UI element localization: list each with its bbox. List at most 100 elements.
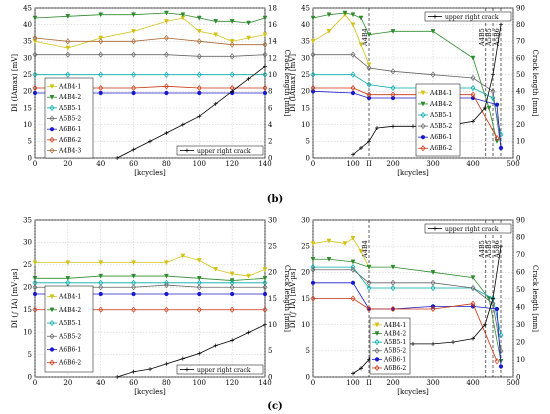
- data-point: [262, 32, 268, 38]
- y-right-tick-label: 16: [268, 21, 277, 29]
- data-point: [262, 291, 268, 297]
- series-A6B6-1: [310, 280, 504, 369]
- legend-label: A5B5-1: [383, 339, 406, 346]
- data-point: [98, 306, 104, 313]
- legend-marker: [49, 307, 55, 313]
- crack-point: [351, 152, 355, 157]
- data-point: [65, 71, 71, 78]
- y-left-tick-label: 25: [301, 242, 310, 250]
- y-left-tick-label: 15: [23, 306, 32, 314]
- data-point: [494, 139, 500, 144]
- data-point: [310, 257, 316, 262]
- crack-line: [116, 66, 266, 159]
- data-point: [65, 45, 71, 51]
- crack-point: [246, 76, 251, 81]
- data-point: [98, 284, 104, 291]
- legend-label: A6B6-2: [429, 145, 452, 152]
- data-point: [164, 10, 169, 16]
- x-axis-label: [kcycles]: [397, 169, 429, 177]
- data-point: [131, 306, 137, 313]
- y-left-tick-label: 30: [301, 54, 310, 62]
- y-right-tick-label: 20: [268, 269, 277, 277]
- crack-point: [115, 375, 120, 379]
- legend-marker: [420, 123, 426, 130]
- data-point: [32, 276, 38, 281]
- crack-point: [351, 371, 355, 376]
- annotation-label: A4B4: [361, 28, 369, 47]
- data-point: [163, 281, 169, 289]
- legend-label: A5B5-1: [58, 320, 81, 327]
- data-point: [98, 51, 104, 58]
- legend-marker: [420, 90, 426, 96]
- y-right-tick-label: 50: [516, 286, 525, 294]
- data-point: [229, 41, 235, 48]
- y-left-tick-label: 0: [28, 154, 32, 162]
- data-point: [470, 300, 476, 307]
- data-point: [163, 83, 169, 90]
- chart-panel-c-left: 0 5 10 15 20 25 30 35 0 5 10 15 20 25 30 0 20 40 60 80 100 12…: [11, 216, 291, 396]
- data-point: [390, 29, 396, 34]
- data-point: [430, 305, 436, 313]
- x-tick-label: 400: [466, 379, 479, 387]
- crack-point: [180, 356, 185, 361]
- data-point: [131, 90, 136, 96]
- series-A4B4-2: [32, 10, 268, 26]
- data-point: [229, 19, 235, 24]
- series-line: [312, 14, 370, 65]
- data-point: [213, 267, 219, 272]
- data-point: [350, 71, 356, 78]
- crack-point: [230, 89, 235, 94]
- y-right-tick-label: 8: [268, 88, 272, 96]
- data-point: [262, 15, 268, 21]
- series-line: [313, 269, 502, 351]
- data-point: [350, 295, 356, 302]
- y-right-tick-label: 40: [516, 88, 525, 96]
- data-point: [342, 241, 348, 247]
- y-left-tick-label: 20: [301, 269, 310, 277]
- legend-marker: [420, 101, 426, 107]
- crack-point: [499, 244, 503, 249]
- crack-point: [375, 126, 379, 130]
- data-point: [32, 306, 38, 313]
- data-point: [164, 291, 169, 297]
- series-A6B6-2: [310, 84, 500, 142]
- data-point: [326, 12, 332, 18]
- data-point: [390, 305, 396, 313]
- data-point: [494, 134, 500, 142]
- data-point: [486, 105, 492, 111]
- data-point: [310, 51, 316, 58]
- series-line: [35, 275, 266, 281]
- crack-legend-box: [176, 364, 264, 375]
- data-point: [310, 295, 316, 302]
- y-left-tick-label: 10: [301, 121, 310, 129]
- x-tick-label: 140: [258, 379, 271, 387]
- data-point: [350, 266, 356, 273]
- crack-point: [491, 296, 495, 301]
- y-left-tick-label: 45: [23, 4, 32, 12]
- y-right-axis-label: Crack length [mm]: [531, 265, 539, 332]
- chart-panel-b-left: 0 5 10 15 20 25 30 35 40 45 0 2 4 6 8 10 12 14 16 18 0 20 40 60…: [11, 4, 291, 177]
- crack-point: [197, 114, 202, 119]
- y-right-tick-label: 18: [268, 4, 277, 12]
- data-point: [326, 257, 332, 262]
- y-right-tick-label: 70: [516, 38, 525, 46]
- y-left-tick-label: 20: [23, 284, 32, 292]
- data-point: [430, 284, 436, 292]
- data-point: [131, 12, 136, 18]
- x-tick-label-II: II: [366, 379, 372, 387]
- y-right-tick-label: 10: [516, 138, 525, 146]
- legend-marker: [49, 136, 55, 143]
- data-point: [430, 279, 436, 286]
- data-point: [262, 267, 268, 272]
- legend-label: A4B4-3: [58, 148, 81, 155]
- data-point: [213, 32, 219, 38]
- crack-point: [148, 139, 152, 144]
- legend-label: A4B4-2: [58, 94, 81, 101]
- y-left-tick-label: 0: [28, 373, 32, 381]
- data-point: [196, 71, 202, 78]
- data-point: [262, 84, 268, 92]
- x-tick-label: 40: [96, 379, 105, 387]
- legend-marker: [374, 322, 380, 328]
- data-point: [32, 291, 38, 297]
- y-left-tick-label: 5: [306, 138, 310, 146]
